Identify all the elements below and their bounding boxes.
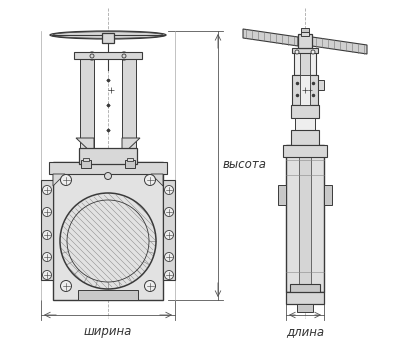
Circle shape (311, 50, 315, 54)
Bar (299, 145, 311, 292)
Polygon shape (53, 174, 65, 186)
Bar (298, 34, 312, 48)
Bar (297, 304, 313, 312)
Bar (79, 148, 137, 164)
Circle shape (60, 281, 72, 291)
Bar (80, 58, 94, 148)
Polygon shape (76, 138, 94, 155)
Bar (127, 158, 133, 161)
Circle shape (42, 230, 52, 239)
Circle shape (164, 253, 174, 262)
Bar (290, 284, 320, 299)
Circle shape (144, 281, 156, 291)
Circle shape (104, 173, 112, 180)
Bar (295, 118, 315, 130)
Circle shape (144, 174, 156, 185)
Bar (78, 290, 138, 300)
Bar (286, 292, 324, 304)
Bar (294, 50, 316, 75)
Bar (292, 48, 318, 53)
Bar (301, 28, 309, 32)
Bar (286, 145, 324, 292)
Bar (300, 75, 310, 105)
Bar (292, 75, 318, 105)
Circle shape (120, 52, 128, 60)
Bar (291, 130, 319, 145)
Circle shape (42, 185, 52, 194)
Bar (318, 80, 324, 90)
Circle shape (90, 54, 94, 58)
Text: высота: высота (223, 158, 267, 172)
Bar (278, 185, 286, 205)
Bar (41, 180, 53, 280)
Text: длина: длина (286, 325, 324, 338)
Bar (125, 160, 135, 168)
Circle shape (88, 52, 96, 60)
Polygon shape (243, 29, 298, 46)
Circle shape (42, 271, 52, 280)
Bar (83, 158, 89, 161)
Bar (301, 31, 309, 36)
Bar (74, 52, 142, 59)
Circle shape (164, 185, 174, 194)
Polygon shape (122, 138, 140, 155)
Bar (122, 58, 136, 148)
Circle shape (42, 208, 52, 217)
Bar (324, 185, 332, 205)
Bar (283, 145, 327, 157)
Bar (53, 162, 163, 300)
Bar (163, 180, 175, 280)
Bar (102, 33, 114, 43)
Polygon shape (312, 37, 367, 54)
Polygon shape (151, 174, 163, 186)
Text: ширина: ширина (84, 325, 132, 338)
Circle shape (42, 253, 52, 262)
Circle shape (122, 54, 126, 58)
Circle shape (164, 208, 174, 217)
Bar (81, 160, 91, 168)
Circle shape (60, 174, 72, 185)
Circle shape (164, 271, 174, 280)
Bar (49, 162, 167, 174)
Bar (300, 50, 310, 75)
Circle shape (295, 50, 299, 54)
Bar (291, 105, 319, 118)
Ellipse shape (50, 31, 166, 39)
Circle shape (164, 230, 174, 239)
